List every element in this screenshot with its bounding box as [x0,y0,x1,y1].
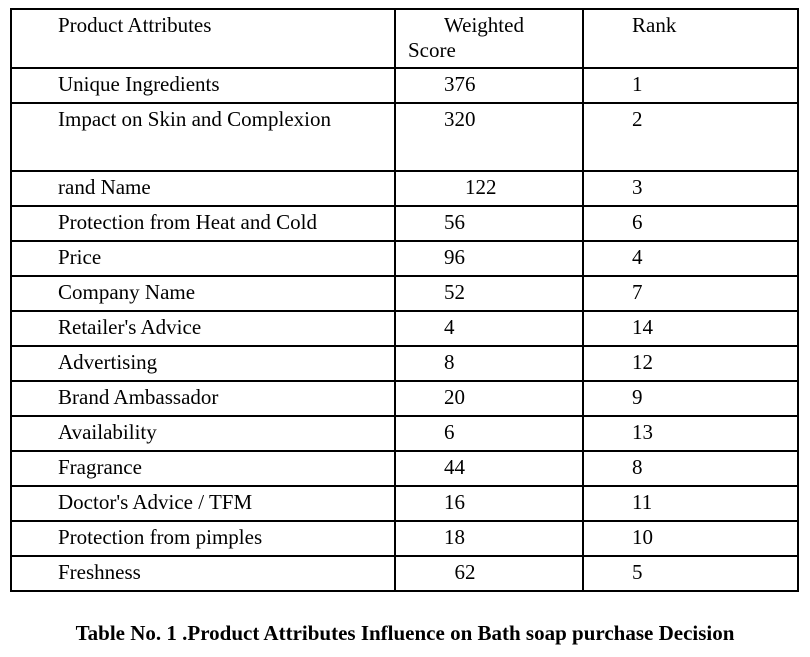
attribute-cell: rand Name [10,170,396,207]
weighted-score-cell: 4 [394,310,584,347]
table-row: Availability 6 13 [10,415,799,452]
table-row: Impact on Skin and Complexion 320 2 [10,102,799,172]
attribute-cell: Fragrance [10,450,396,487]
table-body: Unique Ingredients 376 1 Impact on Skin … [10,67,799,592]
weighted-score-cell: 18 [394,520,584,557]
table-caption: Table No. 1 .Product Attributes Influenc… [75,621,735,645]
rank-cell: 14 [582,310,799,347]
rank-cell: 9 [582,380,799,417]
header-row: Product Attributes Weighted Score Rank [10,8,799,69]
rank-cell: 5 [582,555,799,592]
attribute-cell: Unique Ingredients [10,67,396,104]
weighted-score-cell: 16 [394,485,584,522]
attribute-cell: Price [10,240,396,277]
rank-cell: 2 [582,102,799,172]
table-row: Protection from Heat and Cold 56 6 [10,205,799,242]
table-row: Retailer's Advice 4 14 [10,310,799,347]
rank-cell: 10 [582,520,799,557]
rank-cell: 6 [582,205,799,242]
rank-cell: 11 [582,485,799,522]
attribute-cell: Advertising [10,345,396,382]
weighted-score-cell: 376 [394,67,584,104]
header-product-attributes: Product Attributes [10,8,396,69]
table-row: Doctor's Advice / TFM 16 11 [10,485,799,522]
attribute-cell: Company Name [10,275,396,312]
weighted-score-cell: 122 [394,170,584,207]
attribute-cell: Impact on Skin and Complexion [10,102,396,172]
table-row: Protection from pimples 18 10 [10,520,799,557]
rank-cell: 3 [582,170,799,207]
table-row: Advertising 8 12 [10,345,799,382]
weighted-score-cell: 52 [394,275,584,312]
rank-cell: 12 [582,345,799,382]
table-row: Fragrance 44 8 [10,450,799,487]
attribute-cell: Doctor's Advice / TFM [10,485,396,522]
table-row: Company Name 52 7 [10,275,799,312]
table-row: Freshness 62 5 [10,555,799,592]
rank-cell: 8 [582,450,799,487]
rank-cell: 13 [582,415,799,452]
attribute-cell: Protection from pimples [10,520,396,557]
weighted-score-cell: 44 [394,450,584,487]
attribute-cell: Protection from Heat and Cold [10,205,396,242]
table-row: Brand Ambassador 20 9 [10,380,799,417]
weighted-score-cell: 96 [394,240,584,277]
rank-cell: 1 [582,67,799,104]
weighted-score-cell: 8 [394,345,584,382]
attribute-cell: Retailer's Advice [10,310,396,347]
table-row: Price 96 4 [10,240,799,277]
header-weighted-score: Weighted Score [394,8,584,69]
attribute-cell: Availability [10,415,396,452]
product-attributes-table: Product Attributes Weighted Score Rank U… [10,8,799,592]
weighted-score-cell: 320 [394,102,584,172]
weighted-score-cell: 56 [394,205,584,242]
table-row: Unique Ingredients 376 1 [10,67,799,104]
table-row: rand Name 122 3 [10,170,799,207]
weighted-score-cell: 20 [394,380,584,417]
rank-cell: 7 [582,275,799,312]
weighted-score-cell: 62 [394,555,584,592]
weighted-score-cell: 6 [394,415,584,452]
rank-cell: 4 [582,240,799,277]
attribute-cell: Freshness [10,555,396,592]
header-rank: Rank [582,8,799,69]
table-header: Product Attributes Weighted Score Rank [10,8,799,69]
attribute-cell: Brand Ambassador [10,380,396,417]
